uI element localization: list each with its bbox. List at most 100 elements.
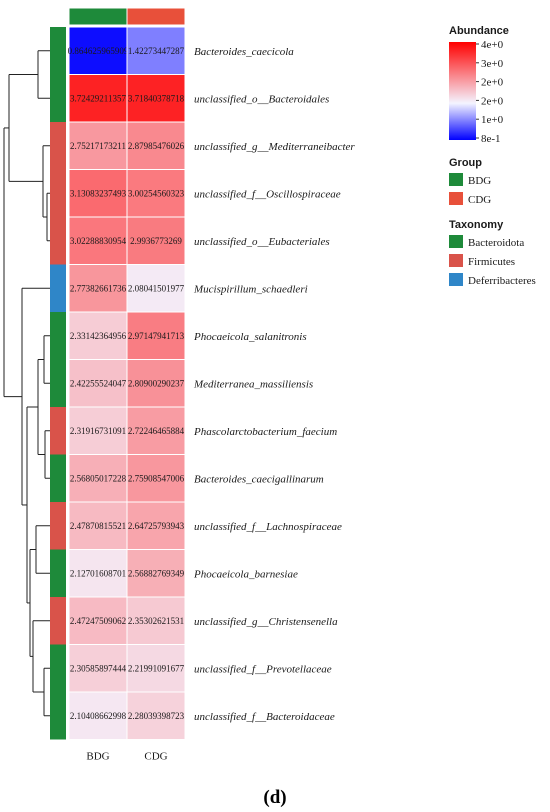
group-annotation-bar [68, 7, 186, 26]
colorbar-tick-label: 2e+0 [481, 95, 504, 107]
legend-item-label: CDG [468, 194, 491, 206]
row-label: Bacteroides_caecicola [194, 46, 294, 58]
taxonomy-bar-cell [50, 27, 66, 75]
taxonomy-bar-cell [50, 264, 66, 312]
cell-value-label: 2.35302621531 [128, 616, 184, 626]
heatmap-cell [68, 169, 128, 218]
heatmap-cell [126, 406, 186, 455]
taxonomy-bar-cell [50, 312, 66, 360]
group-bar-cell [68, 7, 128, 26]
cell-value-label: 2.56805017228 [70, 473, 127, 483]
colorbar [449, 42, 476, 140]
legend-item-label: Bacteroidota [468, 237, 524, 249]
cell-value-label: 2.56882769349 [128, 568, 185, 578]
cell-value-label: 2.30585897444 [70, 663, 127, 673]
taxonomy-bar-cell [50, 217, 66, 265]
cell-value-label: 1.42273447287 [128, 46, 185, 56]
column-label: CDG [144, 751, 167, 763]
heatmap-cell [126, 121, 186, 170]
taxonomy-bar-cell [50, 407, 66, 455]
taxonomy-bar-cell [50, 549, 66, 597]
row-label: Bacteroides_caecigallinarum [194, 473, 324, 485]
heatmap-cell [126, 691, 186, 740]
cell-value-label: 3.13083237493 [70, 188, 127, 198]
row-label: Mucispirillum_schaedleri [193, 283, 308, 295]
cell-value-label: 2.87985476026 [128, 141, 185, 151]
heatmap-cell [68, 74, 128, 123]
cell-value-label: 2.10408662998 [70, 711, 127, 721]
heatmap-cell [126, 596, 186, 645]
taxonomy-bar-cell [50, 502, 66, 550]
cell-value-label: 2.47247509062 [70, 616, 126, 626]
heatmap-cell [126, 454, 186, 503]
cell-value-label: 2.42255524047 [70, 378, 127, 388]
cell-value-label: 2.77382661736 [70, 283, 127, 293]
legend-swatch [449, 273, 463, 286]
taxonomy-bar-cell [50, 692, 66, 740]
cell-value-label: 2.08041501977 [128, 283, 185, 293]
cell-value-label: 2.75908547006 [128, 473, 185, 483]
cell-value-label: 2.80900290237 [128, 378, 185, 388]
taxonomy-bar-cell [50, 169, 66, 217]
row-label: unclassified_f__Oscillospiraceae [194, 188, 341, 200]
row-label: Mediterranea_massiliensis [193, 378, 313, 390]
column-label: BDG [86, 751, 109, 763]
colorbar-tick-label: 8e-1 [481, 133, 501, 145]
taxonomy-bar-cell [50, 74, 66, 122]
taxonomy-bar-cell [50, 359, 66, 407]
cell-value-label: 2.64725793943 [128, 521, 185, 531]
colorbar-tick-label: 4e+0 [481, 39, 504, 51]
row-dendrogram [3, 50, 50, 717]
colorbar-title: Abundance [449, 25, 509, 37]
cell-value-label: 0.864625965909 [68, 46, 129, 56]
heatmap-cell [126, 501, 186, 550]
row-label: unclassified_f__Bacteroidaceae [194, 711, 335, 723]
row-label: unclassified_f__Lachnospiraceae [194, 521, 342, 533]
row-label: unclassified_o__Bacteroidales [194, 93, 329, 105]
cell-value-label: 2.31916731091 [70, 426, 126, 436]
heatmap-cell [68, 359, 128, 408]
group-bar-cell [126, 7, 186, 26]
heatmap-cell [68, 691, 128, 740]
heatmap-cell [126, 311, 186, 360]
cell-value-label: 2.12701608701 [70, 568, 126, 578]
heatmap-cell [68, 311, 128, 360]
cell-value-label: 2.28039398723 [128, 711, 185, 721]
legend-item-label: BDG [468, 175, 491, 187]
row-label: unclassified_g__Mediterraneibacter [194, 141, 355, 153]
cell-value-label: 2.72246465884 [128, 426, 185, 436]
row-labels: Bacteroides_caecicola unclassified_o__Bac… [193, 46, 355, 723]
cell-value-label: 3.02288830954 [70, 236, 127, 246]
legend-item-label: Deferribacteres [468, 275, 536, 287]
heatmap-cell [126, 74, 186, 123]
taxonomy-bar-cell [50, 644, 66, 692]
cell-value-label: 3.00254560323 [128, 188, 185, 198]
taxonomy-annotation-bar [50, 27, 66, 740]
legend-title: Taxonomy [449, 219, 504, 231]
legend-swatch [449, 192, 463, 205]
column-labels: BDG CDG [86, 751, 167, 763]
row-label: Phascolarctobacterium_faecium [193, 426, 337, 438]
heatmap-cell [68, 406, 128, 455]
heatmap-cell [126, 264, 186, 313]
taxonomy-bar-cell [50, 122, 66, 170]
panel-label: (d) [263, 787, 286, 808]
legend-item-label: Firmicutes [468, 256, 515, 268]
heatmap-cell [126, 359, 186, 408]
legend-swatch [449, 173, 463, 186]
row-label: unclassified_f__Prevotellaceae [194, 663, 332, 675]
row-label: unclassified_g__Christensenella [194, 616, 338, 628]
heatmap-cell [68, 501, 128, 550]
row-label: unclassified_o__Eubacteriales [194, 236, 330, 248]
legend-title: Group [449, 157, 482, 169]
heatmap-cell [126, 169, 186, 218]
legend: Abundance 4e+0 3e+0 2e+0 2e+0 1e+0 8e-1 Group BD… [449, 25, 536, 287]
row-label: Phocaeicola_salanitronis [193, 331, 307, 343]
heatmap-cell [68, 216, 128, 265]
cell-value-label: 2.33142364956 [70, 331, 127, 341]
colorbar-tick-label: 3e+0 [481, 58, 504, 70]
cell-value-label: 2.9936773269 [130, 236, 182, 246]
heatmap-cell [68, 121, 128, 170]
legend-swatch [449, 235, 463, 248]
